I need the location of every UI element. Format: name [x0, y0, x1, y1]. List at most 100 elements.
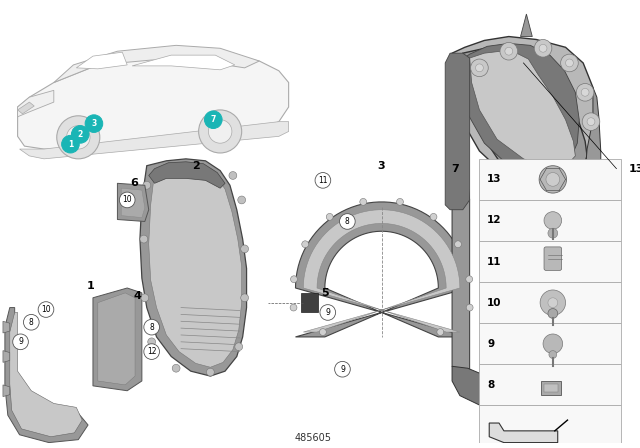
Circle shape [290, 304, 297, 311]
Circle shape [454, 241, 461, 248]
Circle shape [319, 329, 326, 336]
Circle shape [546, 172, 559, 186]
Polygon shape [122, 188, 145, 218]
Circle shape [466, 276, 473, 283]
Text: 12: 12 [147, 347, 156, 356]
Circle shape [148, 338, 156, 346]
Circle shape [235, 343, 243, 351]
Circle shape [582, 113, 600, 130]
Polygon shape [93, 288, 142, 391]
Polygon shape [76, 52, 127, 69]
Polygon shape [54, 45, 259, 82]
Text: 8: 8 [29, 318, 34, 327]
Circle shape [144, 319, 159, 335]
Circle shape [144, 344, 159, 359]
FancyBboxPatch shape [544, 384, 557, 392]
Text: 2: 2 [192, 161, 200, 171]
Text: 3: 3 [92, 119, 97, 128]
Circle shape [360, 198, 367, 205]
Circle shape [561, 54, 579, 72]
Text: 1: 1 [87, 281, 95, 291]
Circle shape [67, 125, 90, 149]
Text: 13: 13 [487, 174, 502, 185]
Circle shape [340, 214, 355, 229]
Circle shape [140, 235, 148, 243]
Circle shape [320, 305, 335, 320]
Polygon shape [3, 351, 10, 362]
Circle shape [540, 290, 566, 315]
Circle shape [172, 364, 180, 372]
Polygon shape [18, 102, 35, 114]
Polygon shape [140, 159, 246, 376]
Text: 5: 5 [321, 288, 329, 298]
Polygon shape [452, 362, 601, 413]
Polygon shape [583, 87, 601, 384]
Circle shape [581, 88, 589, 96]
Text: 10: 10 [122, 195, 132, 204]
Text: 9: 9 [325, 308, 330, 317]
Text: 11: 11 [318, 176, 328, 185]
Text: 8: 8 [345, 217, 349, 226]
Circle shape [238, 196, 246, 204]
Circle shape [548, 309, 557, 319]
Polygon shape [18, 90, 54, 117]
Circle shape [430, 213, 437, 220]
Circle shape [141, 294, 148, 302]
Circle shape [291, 276, 298, 283]
Circle shape [576, 83, 594, 101]
Polygon shape [452, 37, 597, 192]
Circle shape [397, 198, 403, 205]
Circle shape [315, 172, 331, 188]
Circle shape [120, 192, 135, 208]
Polygon shape [489, 423, 557, 443]
Text: 9: 9 [487, 339, 494, 349]
Circle shape [437, 329, 444, 336]
Polygon shape [520, 14, 532, 37]
Polygon shape [5, 308, 88, 443]
Circle shape [549, 351, 557, 358]
FancyBboxPatch shape [479, 405, 621, 447]
Text: 13: 13 [628, 164, 640, 174]
Circle shape [500, 43, 518, 60]
Polygon shape [463, 45, 587, 185]
Circle shape [539, 166, 566, 193]
Circle shape [466, 304, 473, 311]
Text: 2: 2 [77, 130, 83, 139]
Circle shape [143, 181, 150, 189]
Circle shape [24, 314, 39, 330]
Text: 9: 9 [18, 337, 23, 346]
Text: 8: 8 [149, 323, 154, 332]
Circle shape [566, 59, 573, 67]
Circle shape [241, 245, 248, 253]
Polygon shape [301, 293, 318, 312]
Polygon shape [3, 385, 10, 396]
Polygon shape [470, 51, 575, 168]
FancyBboxPatch shape [479, 200, 621, 241]
Text: 7: 7 [211, 115, 216, 124]
Circle shape [85, 115, 103, 133]
Polygon shape [445, 53, 470, 210]
Circle shape [470, 59, 488, 77]
Circle shape [205, 111, 222, 129]
Polygon shape [98, 293, 135, 385]
Circle shape [38, 302, 54, 317]
Circle shape [57, 116, 100, 159]
Circle shape [326, 213, 333, 220]
Polygon shape [10, 312, 82, 437]
Polygon shape [18, 53, 289, 149]
Text: 11: 11 [487, 257, 502, 267]
FancyBboxPatch shape [479, 364, 621, 405]
Circle shape [505, 47, 513, 55]
Circle shape [548, 298, 557, 308]
Circle shape [72, 125, 89, 143]
Circle shape [207, 368, 214, 376]
Text: 6: 6 [130, 178, 138, 188]
Polygon shape [452, 53, 470, 376]
FancyBboxPatch shape [544, 247, 562, 271]
Polygon shape [303, 210, 460, 332]
Polygon shape [132, 55, 235, 70]
Circle shape [241, 294, 248, 302]
Text: 3: 3 [378, 161, 385, 171]
Circle shape [587, 118, 595, 125]
Text: 10: 10 [41, 305, 51, 314]
